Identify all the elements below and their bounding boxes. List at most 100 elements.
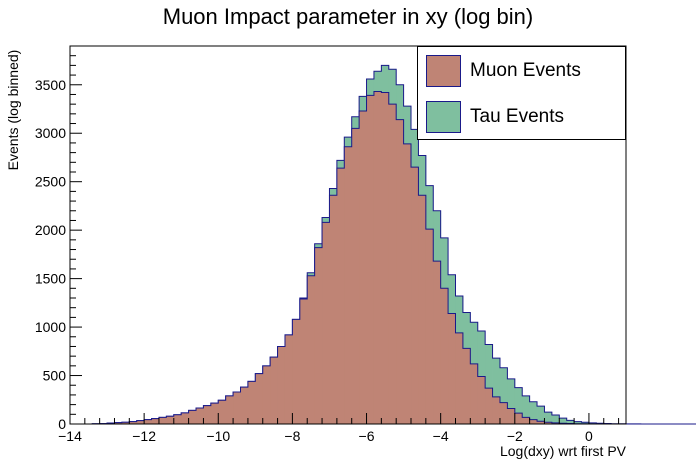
- muon-events-bin: [433, 261, 442, 424]
- muon-events-bin: [203, 405, 212, 424]
- muon-events-bin: [158, 417, 167, 424]
- x-axis-label: Log(dxy) wrt first PV: [499, 443, 626, 459]
- muon-events-bin: [499, 402, 508, 424]
- muon-events-bin: [262, 365, 271, 424]
- muon-events-bin: [418, 195, 427, 424]
- muon-events-bin: [233, 392, 241, 424]
- muon-events-bin: [181, 412, 190, 424]
- y-tick-label: 3000: [35, 125, 66, 141]
- tau-events-bin: [574, 421, 582, 424]
- muon-events-bin: [522, 417, 531, 424]
- y-tick-label: 1500: [35, 271, 66, 287]
- muon-events-bin: [336, 168, 345, 424]
- y-tick-label: 0: [58, 416, 66, 432]
- muon-events-bin: [196, 408, 204, 424]
- y-tick-label: 500: [43, 368, 67, 384]
- muon-events-bin: [277, 346, 286, 424]
- muon-events-bin: [247, 381, 256, 424]
- muon-events-bin: [136, 420, 145, 424]
- y-tick-label: 2000: [35, 222, 66, 238]
- muon-events-bin: [551, 422, 560, 424]
- muon-events-bin: [114, 422, 123, 424]
- muon-events-bin: [403, 143, 412, 424]
- muon-events-bin: [270, 357, 278, 424]
- muon-events-bin: [129, 421, 138, 424]
- muon-events-bin: [322, 222, 330, 424]
- muon-events-bin: [529, 419, 538, 424]
- tau-events-bin: [485, 344, 493, 424]
- tau-events-bin: [492, 358, 501, 424]
- muon-events-bin: [151, 418, 160, 424]
- muon-events-bin: [507, 408, 516, 424]
- muon-events-bin: [225, 395, 234, 424]
- x-tick-label: −10: [206, 428, 230, 444]
- tau-events-bin: [529, 401, 538, 424]
- muon-events-bin: [366, 95, 375, 424]
- muon-events-bin: [462, 348, 471, 424]
- muon-events-bin: [425, 229, 434, 424]
- x-tick-label: 0: [585, 428, 593, 444]
- tau-events-bin: [522, 395, 531, 424]
- muon-events-bin: [448, 313, 456, 424]
- legend-swatch-muon: [426, 55, 461, 87]
- muon-events-bin: [284, 334, 293, 424]
- muon-events-bin: [477, 376, 486, 424]
- tau-events-bin: [544, 412, 553, 424]
- muon-events-bin: [299, 298, 308, 424]
- legend-swatch-tau: [426, 101, 461, 133]
- muon-events-bin: [485, 388, 493, 424]
- tau-events-bin: [581, 422, 590, 424]
- muon-events-bin: [544, 422, 553, 424]
- muon-events-outline: [70, 91, 696, 425]
- muon-events-bin: [218, 400, 227, 424]
- y-tick-label: 1000: [35, 319, 66, 335]
- plot-frame: [69, 45, 627, 425]
- muon-events-bin: [173, 414, 182, 424]
- muon-events-bin: [440, 288, 449, 424]
- x-tick-label: −14: [58, 428, 82, 444]
- x-tick-label: −6: [359, 428, 375, 444]
- muon-events-bin: [492, 396, 501, 424]
- muon-events-bin: [514, 413, 523, 424]
- muon-events-bin: [344, 146, 353, 425]
- muon-events-bin: [292, 319, 301, 424]
- x-tick-label: −12: [132, 428, 156, 444]
- tau-events-bin: [551, 414, 560, 424]
- muon-events-bin: [121, 422, 130, 424]
- muon-events-bin: [388, 104, 397, 425]
- tau-events-bin: [514, 387, 523, 424]
- muon-events-bin: [373, 91, 382, 425]
- muon-events-bin: [455, 332, 464, 424]
- muon-events-bin: [314, 247, 323, 424]
- muon-events-bin: [351, 128, 360, 424]
- muon-events-bin: [396, 119, 404, 425]
- chart-title: Muon Impact parameter in xy (log bin): [162, 4, 534, 29]
- tau-events-bin: [559, 418, 568, 424]
- tau-events-bin: [499, 367, 508, 424]
- tau-events-bin: [566, 420, 575, 424]
- muon-events-bin: [210, 403, 219, 424]
- legend-item-muon: Muon Events: [426, 54, 581, 88]
- x-tick-label: −2: [507, 428, 523, 444]
- legend: Muon Events Tau Events: [417, 46, 626, 140]
- muon-events-bin: [411, 167, 419, 424]
- legend-label-tau: Tau Events: [470, 106, 564, 127]
- muon-events-bin: [188, 410, 197, 424]
- muon-events-bin: [359, 110, 367, 424]
- muon-events-bin: [329, 195, 338, 424]
- y-tick-label: 3500: [35, 77, 66, 93]
- muon-events-bin: [255, 373, 264, 424]
- muon-events-bin: [144, 419, 152, 424]
- muon-events-bin: [166, 416, 175, 424]
- y-axis-label: Events (log binned): [5, 49, 21, 171]
- x-tick-label: −8: [284, 428, 300, 444]
- tau-events-bin: [537, 406, 545, 424]
- muon-events-bin: [537, 421, 545, 424]
- legend-item-tau: Tau Events: [426, 100, 564, 134]
- muon-events-bin: [381, 92, 390, 425]
- muon-events-bin: [240, 387, 249, 424]
- y-tick-label: 2500: [35, 174, 66, 190]
- x-tick-label: −4: [433, 428, 449, 444]
- muon-events-bin: [470, 363, 479, 424]
